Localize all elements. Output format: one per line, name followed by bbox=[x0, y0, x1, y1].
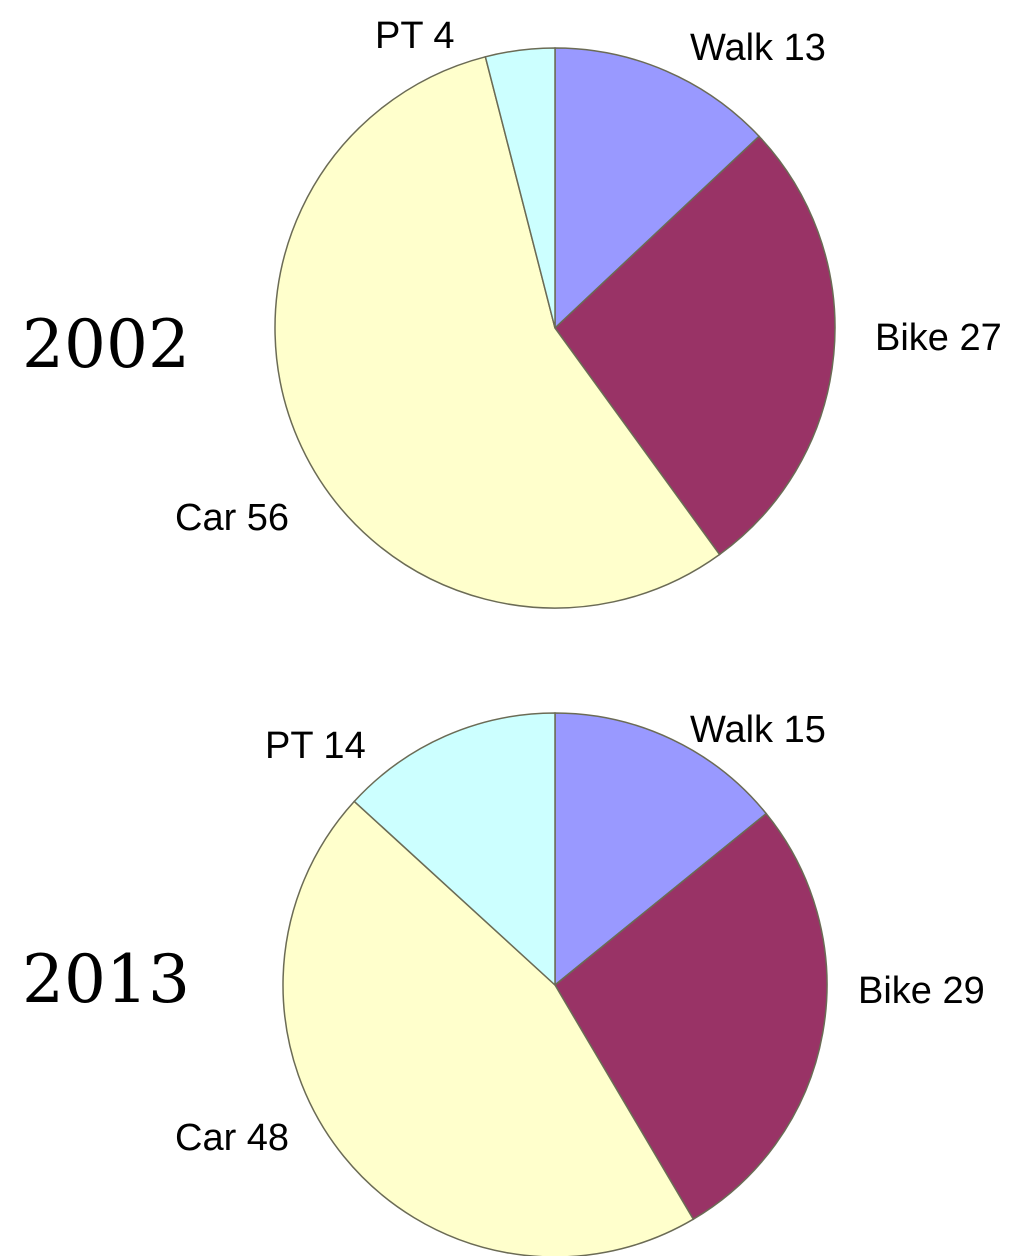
chart-title: 2002 bbox=[22, 306, 190, 383]
slice-label: Bike 29 bbox=[858, 970, 985, 1012]
pie-wedge bbox=[554, 812, 828, 1221]
slice-label: Bike 27 bbox=[875, 317, 1002, 359]
slice-label: PT 4 bbox=[375, 15, 455, 57]
slice-label: Walk 13 bbox=[690, 27, 826, 69]
pie-wedge bbox=[554, 712, 768, 987]
slice-label: PT 14 bbox=[265, 725, 366, 767]
pie-wedge bbox=[554, 47, 761, 330]
slice-label: Car 48 bbox=[175, 1117, 289, 1159]
pie-wedge bbox=[484, 47, 556, 329]
chart-title: 2013 bbox=[22, 941, 190, 1018]
pie-wedge bbox=[282, 800, 695, 1256]
pie-wedge bbox=[274, 55, 721, 609]
pie-wedge bbox=[554, 135, 836, 556]
pie-wedge bbox=[353, 712, 556, 987]
slice-label: Walk 15 bbox=[690, 709, 826, 751]
slice-label: Car 56 bbox=[175, 497, 289, 539]
